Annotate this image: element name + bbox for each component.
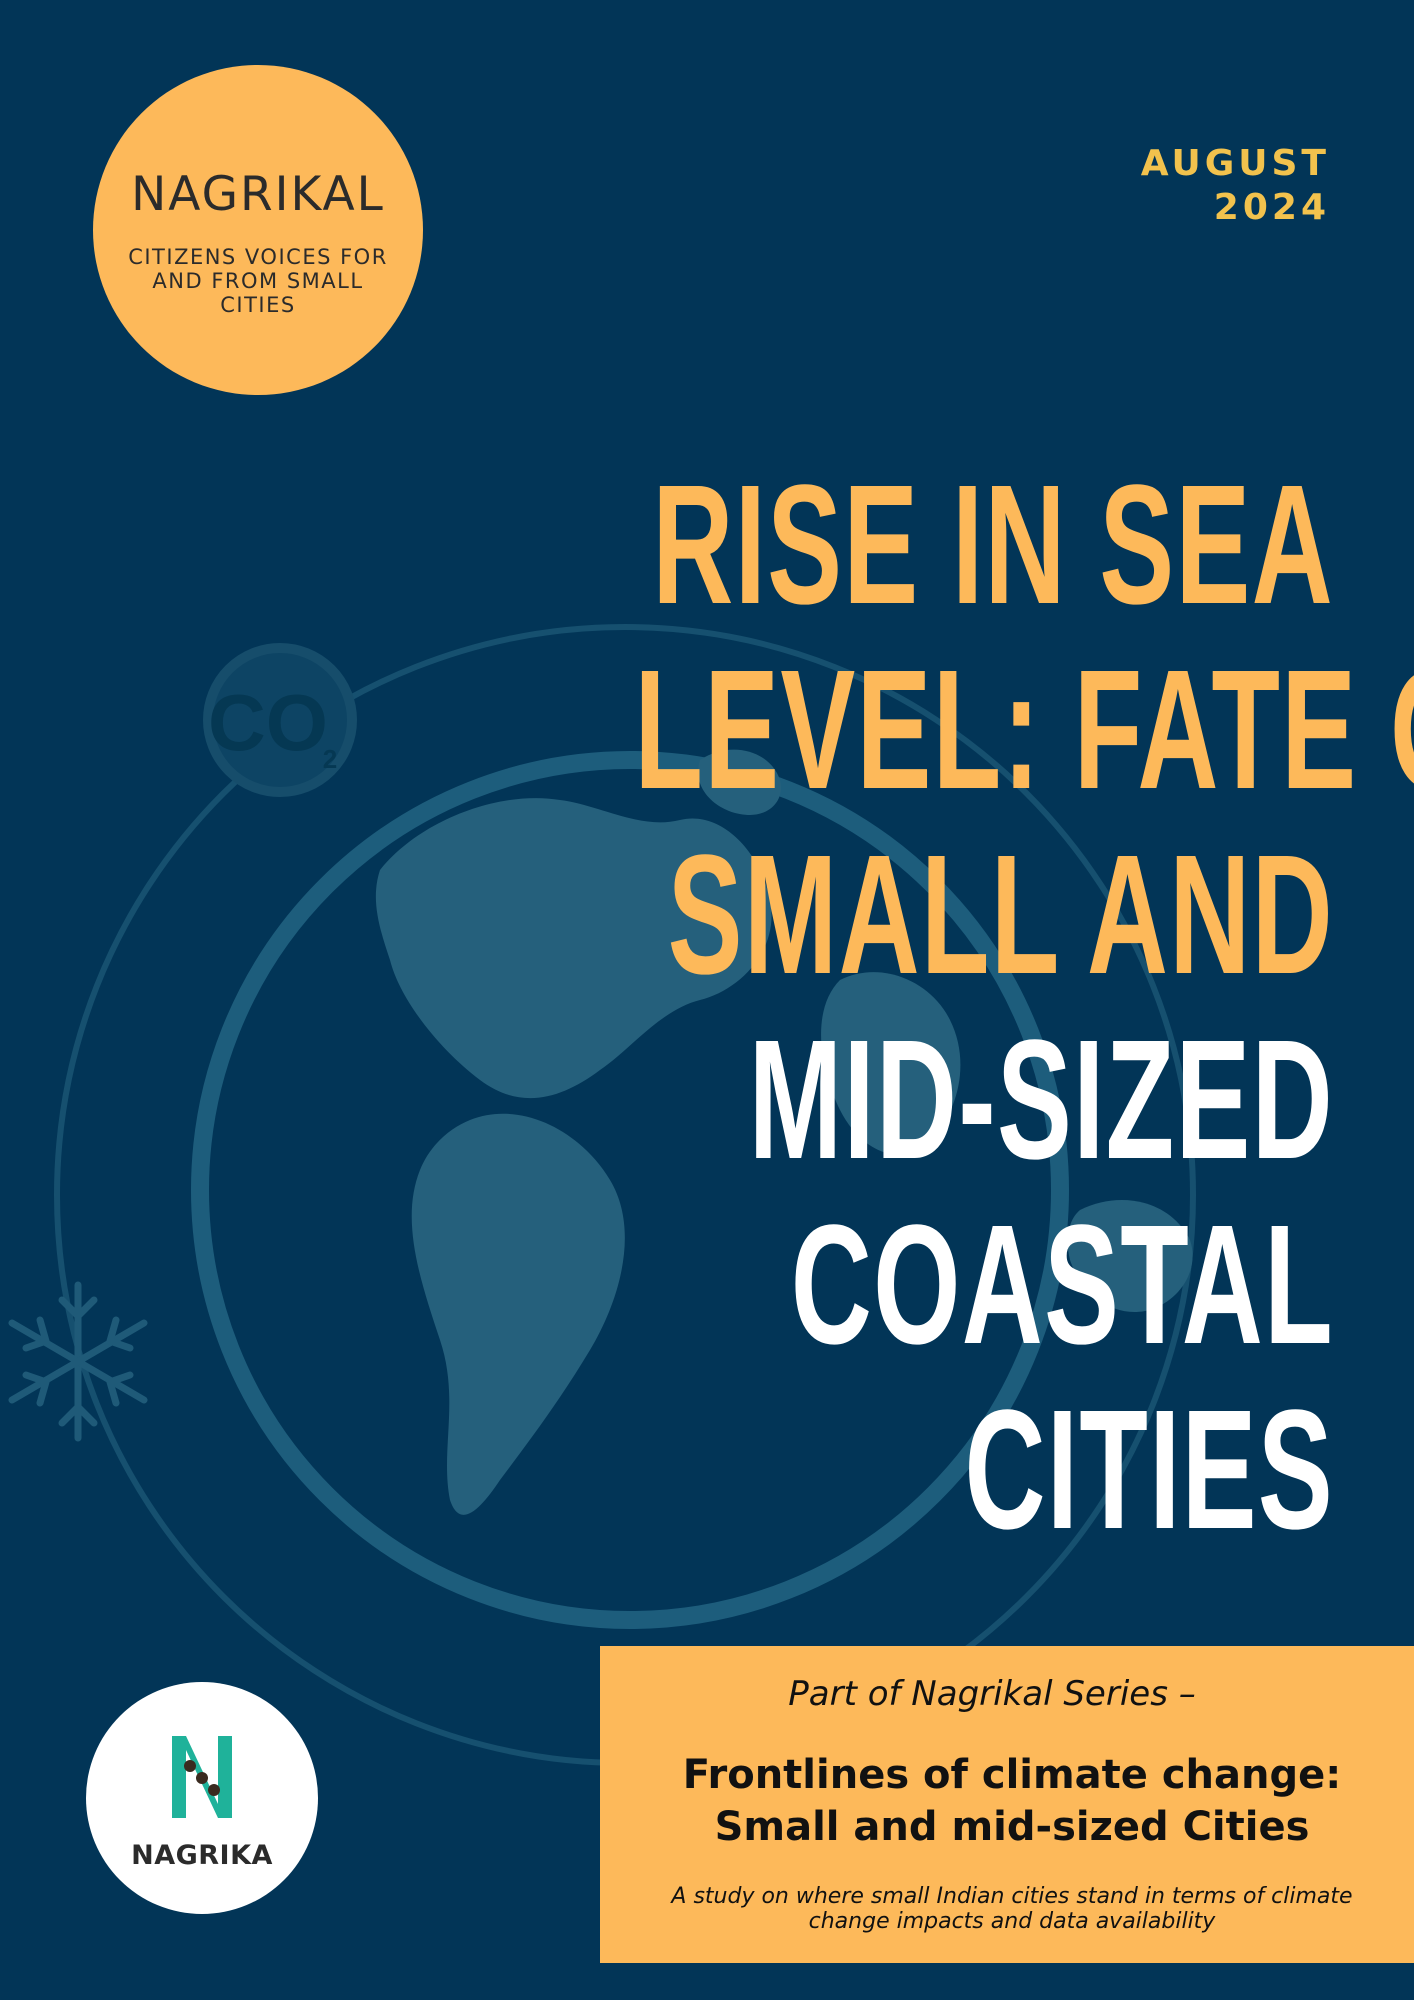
date-month: AUGUST (1140, 143, 1330, 184)
title-line-4: MID-SIZED (748, 1005, 1334, 1195)
series-name-line-2: Small and mid-sized Cities (714, 1804, 1310, 1850)
series-description: A study on where small Indian cities sta… (671, 1884, 1353, 1934)
snowflake-icon (8, 1281, 148, 1442)
badge-title: NAGRIKAL (131, 167, 385, 222)
series-name-line-1: Frontlines of climate change: (682, 1752, 1342, 1798)
co2-label: CO (208, 678, 328, 767)
title-line-6: CITIES (964, 1375, 1334, 1565)
nagrika-n-icon (172, 1736, 232, 1818)
title-line-3: SMALL AND (667, 820, 1334, 1010)
title-line-2: LEVEL: FATE OF (634, 635, 1414, 825)
co2-icon: CO 2 (203, 643, 357, 797)
earth-globe-icon (191, 749, 1193, 1629)
co2-subscript: 2 (323, 744, 337, 774)
series-name: Frontlines of climate change: Small and … (640, 1749, 1384, 1853)
nagrikal-badge: NAGRIKAL CITIZENS VOICES FOR AND FROM SM… (93, 65, 423, 395)
date-year: 2024 (1213, 187, 1330, 228)
publication-date: AUGUST 2024 (1030, 142, 1330, 230)
title-line-1: RISE IN SEA (652, 450, 1334, 640)
badge-tagline: CITIZENS VOICES FOR AND FROM SMALL CITIE… (128, 245, 388, 317)
series-intro: Part of Nagrikal Series – (788, 1674, 1196, 1714)
org-name: NAGRIKA (131, 1840, 273, 1871)
nagrika-logo: NAGRIKA (86, 1682, 318, 1914)
series-info-box: Part of Nagrikal Series – Frontlines of … (600, 1646, 1414, 1963)
title-line-5: COASTAL (790, 1190, 1334, 1380)
